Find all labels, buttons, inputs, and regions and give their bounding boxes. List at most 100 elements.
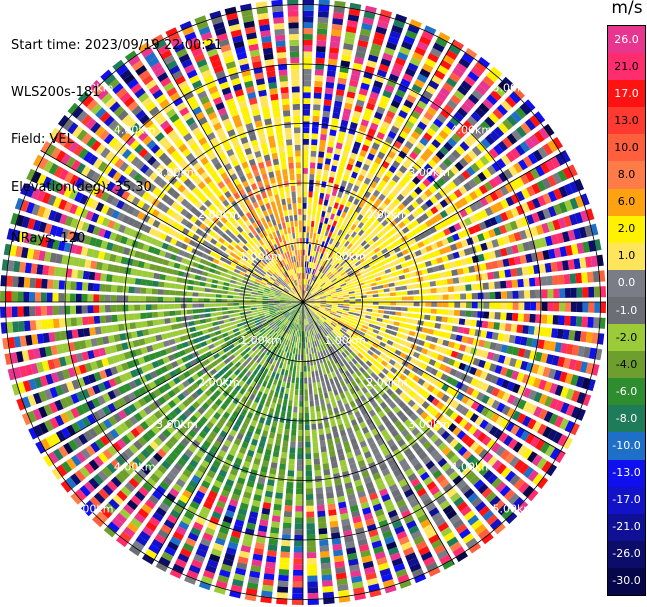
range-gate-cell [288,352,293,359]
range-gate-cell [372,294,379,298]
range-gate-cell [532,377,542,389]
range-gate-cell [409,19,422,29]
range-gate-cell [316,40,327,47]
range-gate-cell [410,131,421,140]
range-gate-cell [141,320,148,328]
range-gate-cell [441,279,448,286]
range-gate-cell [520,122,532,135]
range-gate-cell [407,296,414,301]
range-gate-cell [251,291,258,295]
range-gate-cell [562,260,570,271]
range-gate-cell [526,337,534,347]
range-gate-cell [476,391,485,402]
range-gate-cell [552,219,561,231]
range-gate-cell [307,587,319,594]
range-gate-cell [399,339,407,346]
range-gate-cell [517,399,527,410]
range-gate-cell [426,127,436,137]
range-gate-cell [347,14,360,22]
range-gate-cell [425,199,434,208]
range-gate-cell [307,273,311,280]
range-gate-cell [321,568,332,576]
range-gate-cell [548,368,557,380]
range-gate-cell [289,447,296,454]
range-gate-cell [23,306,30,317]
range-gate-cell [325,293,331,296]
range-gate-cell [533,111,546,124]
range-gate-cell [527,265,535,275]
range-gate-cell [348,157,356,166]
range-gate-cell [311,139,318,146]
range-gate-cell [212,274,220,280]
range-gate-cell [348,208,354,216]
range-gate-cell [291,377,296,384]
range-gate-cell [560,343,568,354]
range-gate-cell [510,424,520,436]
range-gate-cell [574,212,584,224]
range-gate-cell [528,240,536,250]
range-gate-cell [327,372,333,380]
range-gate-cell [325,367,331,374]
range-gate-cell [515,107,527,119]
range-gate-cell [326,304,332,307]
range-gate-cell [315,285,321,291]
range-gate-cell [510,323,518,333]
range-gate-cell [366,291,373,295]
range-gate-cell [320,133,327,141]
range-gate-cell [450,350,459,359]
range-gate-cell [29,277,36,288]
range-gate-cell [273,444,281,452]
range-gate-cell [426,350,434,357]
range-gate-cell [81,282,89,291]
range-gate-cell [309,256,312,262]
range-gate-cell [385,41,398,51]
range-gate-cell [339,329,346,335]
range-gate-cell [464,75,476,87]
range-gate-cell [465,284,472,291]
range-gate-cell [312,203,317,210]
range-gate-cell [175,310,182,316]
range-gate-cell [402,73,414,83]
range-gate-cell [346,20,358,28]
range-gate-cell [136,269,143,277]
range-gate-cell [324,87,334,95]
range-gate-cell [350,238,357,245]
range-gate-cell [304,406,309,413]
range-gate-cell [314,284,320,290]
range-gate-cell [244,305,251,309]
range-gate-cell [303,325,305,332]
range-gate-cell [426,106,437,117]
range-gate-cell [488,148,499,159]
range-gate-cell [497,81,510,93]
range-gate-cell [225,326,233,332]
range-gate-cell [169,297,175,302]
range-gate-cell [389,220,397,228]
range-gate-cell [321,284,328,289]
range-gate-cell [371,142,380,151]
range-gate-cell [495,291,502,299]
range-gate-cell [382,264,390,270]
range-gate-cell [321,247,326,254]
range-gate-cell [504,269,512,278]
range-gate-cell [276,480,285,488]
range-gate-cell [447,286,455,293]
range-gate-cell [303,296,305,302]
range-gate-cell [469,246,477,255]
range-gate-cell [451,39,464,51]
range-gate-cell [306,285,309,291]
range-gate-cell [484,219,493,229]
range-gate-cell [318,309,324,314]
range-gate-cell [262,298,269,301]
range-gate-cell [450,378,459,387]
range-gate-cell [395,264,403,270]
range-gate-cell [244,296,251,300]
range-gate-cell [345,138,353,147]
range-gate-cell [320,557,331,564]
range-gate-cell [303,232,306,238]
range-gate-cell [348,311,355,315]
range-gate-cell [325,211,331,219]
range-gate-cell [343,275,350,281]
range-gate-cell [491,332,499,341]
range-gate-cell [524,302,531,311]
range-gate-cell [519,254,527,264]
